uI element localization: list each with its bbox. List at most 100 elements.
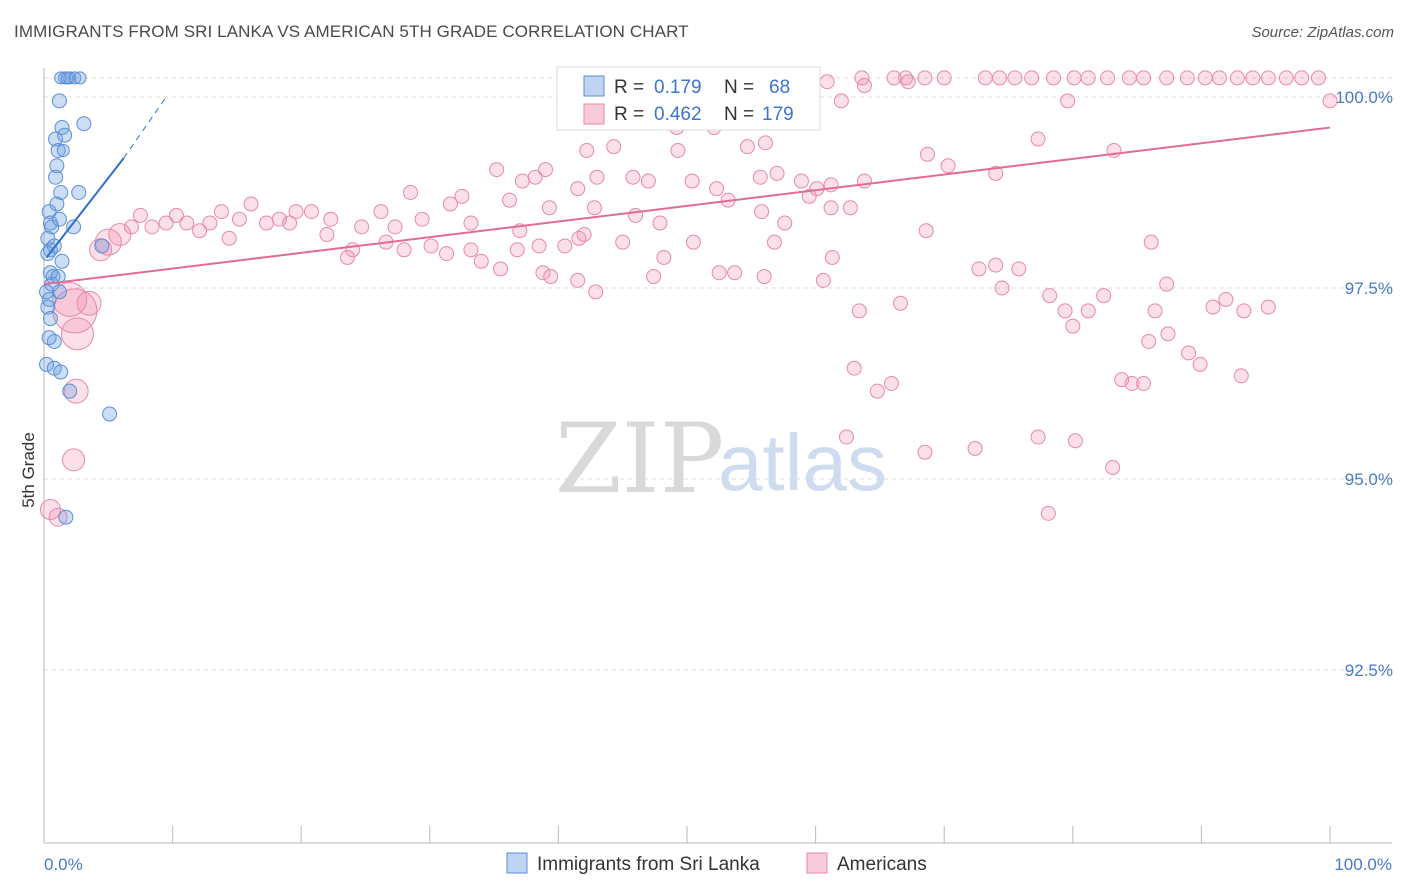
- americans-point-91: [202, 215, 218, 231]
- series-sri-lanka-points: [39, 71, 118, 525]
- americans-point-83: [323, 211, 339, 227]
- americans-point-154: [1141, 333, 1157, 349]
- trend-lines: [43, 96, 1331, 286]
- americans-point-149: [1260, 299, 1276, 315]
- americans-point-148: [1236, 303, 1252, 319]
- americans-point-20: [1229, 70, 1245, 86]
- americans-point-108: [423, 238, 439, 254]
- americans-point-75: [777, 215, 793, 231]
- legend-r-label-blue: R =: [614, 77, 644, 98]
- chart-title: IMMIGRANTS FROM SRI LANKA VS AMERICAN 5T…: [14, 22, 689, 41]
- trend-line-sri-lanka: [45, 157, 125, 259]
- americans-point-166: [1067, 433, 1083, 449]
- americans-point-143: [1096, 288, 1112, 304]
- americans-point-14: [1121, 70, 1137, 86]
- americans-point-117: [656, 249, 672, 265]
- americans-point-28: [856, 78, 872, 94]
- americans-point-113: [531, 238, 547, 254]
- americans-point-15: [1136, 70, 1152, 86]
- trend-line-americans: [43, 126, 1331, 286]
- watermark-atlas: atlas: [718, 418, 887, 507]
- americans-point-72: [628, 207, 644, 223]
- americans-point-116: [615, 234, 631, 250]
- americans-point-13: [1100, 70, 1116, 86]
- sri-lanka-point-42: [102, 406, 118, 422]
- americans-point-18: [1197, 70, 1213, 86]
- americans-point-95: [158, 215, 174, 231]
- sri-lanka-point-22: [66, 219, 82, 235]
- americans-point-172: [76, 290, 102, 316]
- americans-point-176: [48, 507, 68, 527]
- americans-point-102: [221, 230, 237, 246]
- americans-point-164: [967, 440, 983, 456]
- americans-point-2: [886, 70, 902, 86]
- sri-lanka-point-43: [58, 509, 74, 525]
- americans-point-173: [60, 317, 94, 351]
- americans-point-40: [579, 142, 595, 158]
- sri-lanka-point-31: [50, 269, 66, 285]
- sri-lanka-point-37: [41, 330, 57, 346]
- sri-lanka-point-45: [39, 284, 55, 300]
- sri-lanka-point-15: [71, 185, 87, 200]
- americans-point-141: [1065, 318, 1081, 334]
- americans-point-50: [684, 173, 700, 189]
- americans-point-61: [709, 181, 725, 197]
- americans-point-163: [917, 444, 933, 460]
- sri-lanka-point-8: [48, 131, 64, 147]
- sri-lanka-point-38: [39, 356, 55, 372]
- sri-lanka-point-13: [49, 158, 65, 174]
- americans-point-84: [303, 204, 319, 220]
- americans-point-12: [1080, 70, 1096, 86]
- americans-point-66: [454, 188, 470, 204]
- americans-point-74: [754, 204, 770, 220]
- americans-point-109: [439, 246, 455, 262]
- americans-point-35: [1322, 93, 1338, 109]
- americans-point-55: [856, 173, 872, 189]
- americans-point-41: [670, 142, 686, 158]
- americans-point-165: [1030, 429, 1046, 445]
- americans-point-42: [919, 146, 935, 162]
- americans-point-21: [1245, 70, 1261, 86]
- legend-n-value-blue: 68: [769, 77, 790, 98]
- americans-point-133: [892, 295, 908, 311]
- americans-point-171: [52, 288, 98, 334]
- americans-point-137: [1011, 261, 1027, 277]
- americans-point-57: [514, 173, 530, 189]
- americans-point-39: [606, 139, 622, 155]
- americans-point-27: [819, 74, 835, 90]
- legend-bottom-swatch-blue: [506, 852, 528, 874]
- americans-point-118: [685, 234, 701, 250]
- americans-point-81: [373, 204, 389, 220]
- americans-point-90: [213, 204, 229, 220]
- americans-point-24: [1294, 70, 1310, 86]
- trend-line-sri-lanka-extension: [123, 96, 167, 159]
- sri-lanka-point-4: [73, 71, 87, 85]
- americans-point-139: [1042, 288, 1058, 304]
- americans-point-22: [1260, 70, 1276, 86]
- americans-point-120: [824, 249, 840, 265]
- americans-point-49: [625, 169, 641, 185]
- americans-point-63: [801, 188, 817, 204]
- americans-point-92: [192, 223, 208, 239]
- americans-point-129: [727, 265, 743, 281]
- legend-bottom: Immigrants from Sri Lanka Americans: [506, 852, 927, 875]
- americans-point-48: [589, 169, 605, 185]
- americans-point-37: [757, 135, 773, 151]
- y-tick-label-1: 97.5%: [1345, 279, 1393, 298]
- legend-n-label-blue: N =: [724, 77, 754, 98]
- sri-lanka-point-23: [40, 230, 56, 246]
- americans-point-47: [538, 162, 554, 178]
- sri-lanka-point-35: [42, 311, 58, 327]
- americans-point-32: [1060, 93, 1076, 109]
- americans-point-152: [1233, 368, 1249, 384]
- americans-point-76: [576, 227, 592, 243]
- americans-point-168: [1040, 505, 1056, 521]
- americans-point-89: [231, 211, 247, 227]
- sri-lanka-point-41: [62, 383, 78, 399]
- americans-point-70: [541, 200, 557, 216]
- americans-point-162: [838, 429, 854, 445]
- americans-point-122: [493, 261, 509, 277]
- americans-point-134: [918, 223, 934, 239]
- sri-lanka-point-27: [54, 253, 70, 269]
